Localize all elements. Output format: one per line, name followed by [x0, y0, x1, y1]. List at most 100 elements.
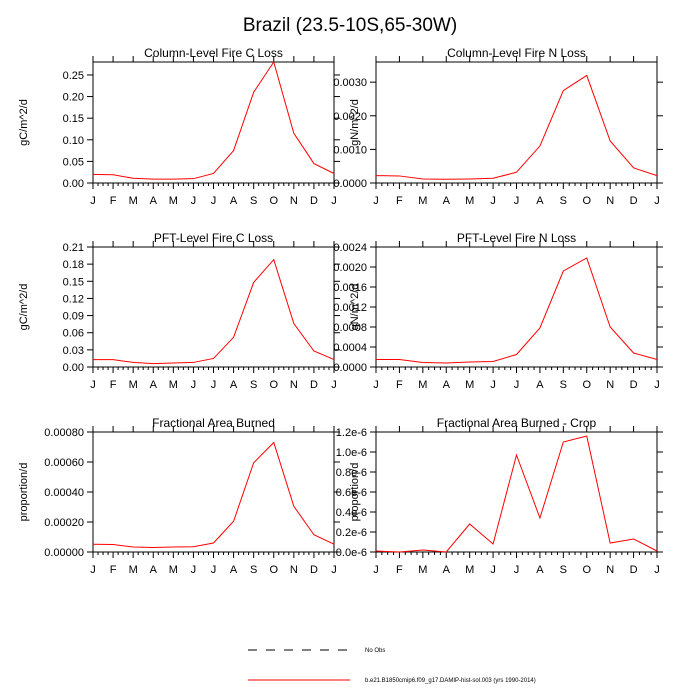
x-tick-label: M [169, 564, 178, 576]
x-tick-label: M [418, 195, 427, 207]
x-tick-label: J [490, 564, 496, 576]
x-tick-label: F [396, 195, 403, 207]
series-line [92, 60, 335, 180]
x-tick-label: M [169, 379, 178, 391]
y-tick-label: 0.0030 [333, 77, 367, 89]
x-tick-label: A [230, 379, 238, 391]
x-tick-label: J [514, 379, 520, 391]
x-tick-label: J [490, 379, 496, 391]
x-tick-label: J [191, 379, 197, 391]
series-line [92, 441, 335, 549]
y-tick-label: 1.2e-6 [336, 427, 367, 439]
x-tick-label: J [514, 195, 520, 207]
x-tick-label: N [606, 564, 614, 576]
x-tick-label: J [331, 195, 337, 207]
x-tick-label: J [191, 195, 197, 207]
x-tick-label: A [536, 195, 544, 207]
y-tick-label: 0.6e-6 [336, 487, 367, 499]
x-tick-label: J [373, 564, 379, 576]
x-tick-label: D [310, 564, 318, 576]
y-axis-label: gN/m^2/d [349, 284, 361, 331]
x-tick-label: F [110, 379, 117, 391]
panel-title: PFT-Level Fire C Loss [154, 231, 273, 245]
y-tick-label: 0.15 [63, 113, 84, 125]
x-tick-label: J [514, 564, 520, 576]
y-tick-label: 1.0e-6 [336, 447, 367, 459]
plot-frame [375, 246, 658, 368]
x-tick-label: N [606, 379, 614, 391]
x-tick-label: D [630, 379, 638, 391]
legend: No Obs b.e21.B1850cmip6.f09_g17.DAMIP-hi… [248, 648, 536, 684]
y-tick-label: 0.03 [63, 345, 84, 357]
legend-label-model: b.e21.B1850cmip6.f09_g17.DAMIP-hist-sol.… [365, 678, 536, 684]
y-tick-label: 0.15 [63, 276, 84, 288]
x-tick-label: D [310, 195, 318, 207]
y-tick-label: 0.0004 [333, 342, 367, 354]
x-tick-label: A [443, 564, 451, 576]
plot-frame [92, 246, 335, 368]
y-tick-label: 0.06 [63, 328, 84, 340]
x-tick-label: S [250, 195, 257, 207]
x-tick-label: O [269, 564, 278, 576]
x-tick-label: N [290, 195, 298, 207]
y-tick-label: 0.00060 [44, 457, 84, 469]
x-tick-label: A [443, 379, 451, 391]
plot-frame [375, 61, 658, 184]
x-tick-label: J [90, 379, 96, 391]
x-tick-label: S [560, 195, 567, 207]
y-tick-label: 0.00 [63, 178, 84, 190]
x-tick-label: J [654, 379, 660, 391]
x-tick-label: S [560, 379, 567, 391]
y-tick-label: 0.0012 [333, 302, 367, 314]
series-line [376, 257, 658, 364]
x-tick-label: N [606, 195, 614, 207]
y-tick-label: 0.8e-6 [336, 467, 367, 479]
y-tick-label: 0.4e-6 [336, 507, 367, 519]
y-tick-label: 0.0008 [333, 322, 367, 334]
x-tick-label: J [654, 195, 660, 207]
x-tick-label: M [129, 195, 138, 207]
x-tick-label: S [560, 564, 567, 576]
y-tick-label: 0.0016 [333, 282, 367, 294]
y-tick-label: 0.18 [63, 259, 84, 271]
y-tick-label: 0.00 [63, 362, 84, 374]
y-tick-label: 0.12 [63, 293, 84, 305]
x-tick-label: J [490, 195, 496, 207]
y-axis-label: proportion/d [349, 463, 361, 522]
x-tick-label: A [536, 379, 544, 391]
x-tick-label: S [250, 564, 257, 576]
x-tick-label: O [269, 379, 278, 391]
x-tick-label: J [211, 195, 217, 207]
y-tick-label: 0.20 [63, 92, 84, 104]
x-tick-label: M [418, 564, 427, 576]
y-tick-label: 0.0e-6 [336, 547, 367, 559]
x-tick-label: A [150, 379, 158, 391]
x-tick-label: A [150, 564, 158, 576]
x-tick-label: O [582, 564, 591, 576]
panel-4: PFT-Level Fire N Loss J F M A M J J A S O N D J 0.0000… [333, 231, 663, 391]
x-tick-label: M [465, 564, 474, 576]
y-tick-label: 0.00080 [44, 427, 84, 439]
x-tick-label: O [582, 379, 591, 391]
x-tick-label: S [250, 379, 257, 391]
x-tick-label: A [230, 195, 238, 207]
panel-title: Fractional Area Burned [152, 416, 275, 430]
x-tick-label: F [396, 379, 403, 391]
y-tick-label: 0.00000 [44, 547, 84, 559]
y-tick-label: 0.2e-6 [336, 527, 367, 539]
plot-frame [92, 61, 335, 184]
x-tick-label: J [331, 564, 337, 576]
figure-title: Brazil (23.5-10S,65-30W) [243, 15, 457, 36]
y-tick-label: 0.0000 [333, 178, 367, 190]
y-axis-label: proportion/d [18, 463, 30, 522]
x-tick-label: M [418, 379, 427, 391]
y-tick-label: 0.00020 [44, 517, 84, 529]
panel-title: Column-Level Fire C Loss [144, 46, 283, 60]
y-axis-label: gN/m^2/d [349, 99, 361, 146]
x-tick-label: D [630, 195, 638, 207]
x-tick-label: A [536, 564, 544, 576]
panel-title: Fractional Area Burned - Crop [437, 416, 597, 430]
y-tick-label: 0.0024 [333, 242, 367, 254]
